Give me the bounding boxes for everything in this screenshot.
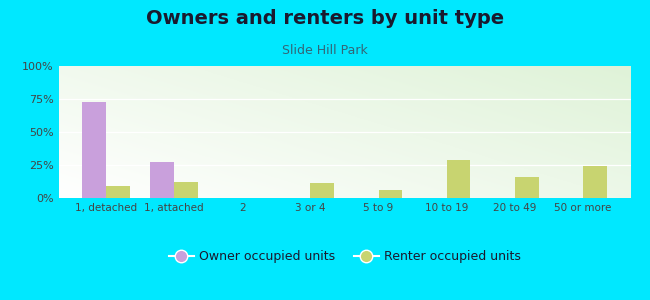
Bar xyxy=(150,162,174,198)
Bar xyxy=(311,184,334,198)
Bar xyxy=(447,160,471,198)
Text: Slide Hill Park: Slide Hill Park xyxy=(282,44,368,56)
Bar xyxy=(83,102,106,198)
Bar xyxy=(106,186,130,198)
Bar xyxy=(378,190,402,198)
Bar xyxy=(515,177,539,198)
Bar xyxy=(174,182,198,198)
Legend: Owner occupied units, Renter occupied units: Owner occupied units, Renter occupied un… xyxy=(164,245,525,268)
Text: Owners and renters by unit type: Owners and renters by unit type xyxy=(146,9,504,28)
Bar xyxy=(583,166,606,198)
